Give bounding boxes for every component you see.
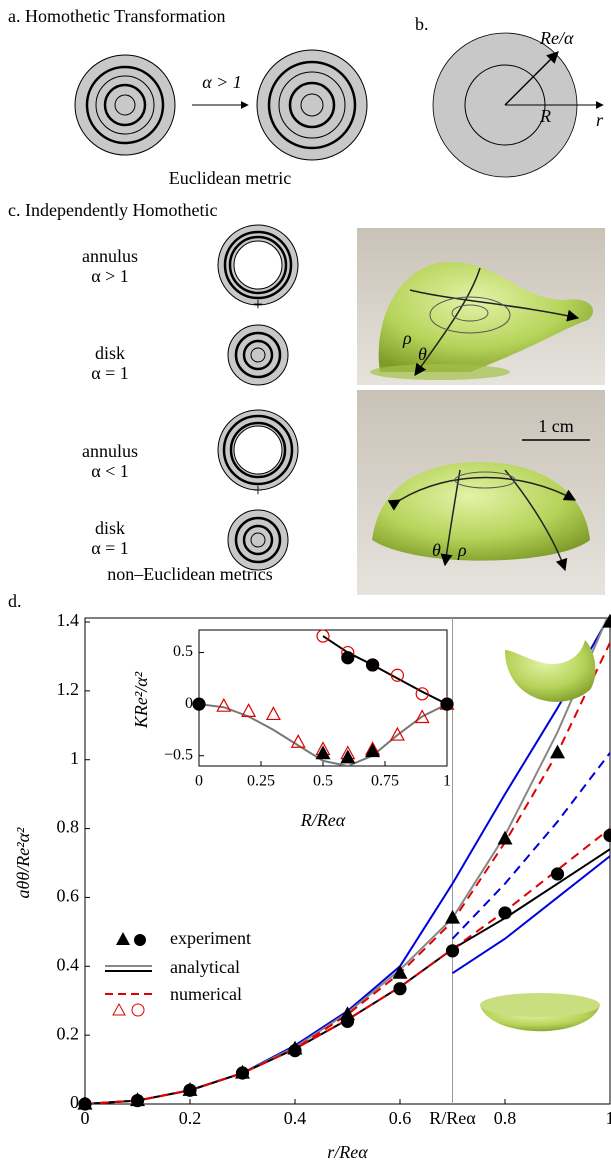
y-tick-label: 0 — [70, 1092, 79, 1112]
disk-icon — [228, 325, 288, 385]
disk-icon — [228, 510, 288, 570]
x-tick-label: 0.5 — [313, 773, 333, 790]
x-tick-label: 0.6 — [389, 1108, 412, 1128]
plus: + — [253, 294, 263, 314]
marker — [447, 945, 459, 957]
marker — [394, 983, 406, 995]
condition-label: α < 1 — [91, 461, 129, 481]
condition-label: α = 1 — [91, 538, 129, 558]
photo-label: θ — [418, 344, 427, 364]
y-tick-label: 0.2 — [57, 1023, 80, 1043]
x-tick-label: 0.75 — [371, 773, 399, 790]
shape-render — [480, 640, 600, 1031]
y-tick-label: 1.4 — [57, 610, 80, 630]
x-tick-label: 0 — [81, 1108, 90, 1128]
caption: Euclidean metric — [169, 168, 291, 188]
plus: + — [253, 480, 263, 500]
panel-a-title: a. Homothetic Transformation — [8, 6, 225, 26]
y-tick-label: 1.2 — [57, 679, 80, 699]
marker — [499, 907, 511, 919]
shape-label: disk — [95, 518, 125, 538]
x-tick-label: 0.2 — [179, 1108, 202, 1128]
shape-label: disk — [95, 343, 125, 363]
shape-label: annulus — [82, 246, 138, 266]
photo-label: ρ — [457, 540, 467, 560]
disk-large — [257, 50, 367, 160]
y-axis-label: aθθ/Re²α² — [13, 827, 33, 899]
marker — [604, 829, 611, 841]
outer-label: Re/α — [539, 28, 574, 48]
axis-label: r — [596, 110, 604, 130]
x-tick-label: 0.8 — [494, 1108, 517, 1128]
photo-top — [357, 228, 605, 385]
y-axis-label: KRe²/α² — [131, 671, 151, 729]
panel-b-title: b. — [415, 14, 429, 34]
y-tick-label: −0.5 — [164, 746, 193, 763]
inner-label: R — [539, 106, 551, 126]
panel-d-title: d. — [8, 591, 22, 611]
x-tick-label: R/Reα — [429, 1108, 476, 1128]
annulus-icon — [218, 410, 298, 490]
x-tick-label: 0.25 — [247, 773, 275, 790]
shape-label: annulus — [82, 441, 138, 461]
y-tick-label: 0.5 — [173, 643, 193, 660]
legend-label: analytical — [170, 957, 240, 977]
condition-label: α = 1 — [91, 363, 129, 383]
marker — [132, 1095, 144, 1107]
marker — [237, 1067, 249, 1079]
legend — [105, 932, 152, 1016]
metric-disk — [433, 33, 603, 177]
x-axis-label: r/Reα — [327, 1142, 368, 1162]
legend-label: numerical — [170, 984, 242, 1004]
marker — [342, 652, 354, 664]
disk-small — [75, 55, 175, 155]
figure: a. Homothetic Transformation α > 1 Eucli… — [0, 0, 611, 1176]
photo-label: ρ — [402, 328, 412, 348]
marker — [446, 911, 459, 923]
marker — [552, 868, 564, 880]
photo-label: θ — [432, 540, 441, 560]
y-tick-label: 0.6 — [57, 886, 80, 906]
series-line — [453, 753, 611, 939]
marker — [367, 659, 379, 671]
series-line — [85, 829, 610, 1104]
x-tick-label: 1 — [443, 773, 451, 790]
y-tick-label: 1 — [70, 748, 79, 768]
x-axis-label: R/Reα — [300, 810, 346, 830]
panel-c-title: c. Independently Homothetic — [8, 200, 217, 220]
marker — [184, 1084, 196, 1096]
scale-bar-label: 1 cm — [538, 416, 574, 436]
y-tick-label: 0.4 — [57, 954, 80, 974]
marker — [289, 1045, 301, 1057]
marker — [441, 698, 453, 710]
marker — [342, 1015, 354, 1027]
x-tick-label: 0.4 — [284, 1108, 307, 1128]
x-tick-label: 0 — [195, 773, 203, 790]
marker — [604, 615, 611, 627]
x-tick-label: 1 — [606, 1108, 611, 1128]
y-tick-label: 0.8 — [57, 817, 80, 837]
condition-label: α > 1 — [91, 266, 129, 286]
legend-label: experiment — [170, 928, 251, 948]
marker — [79, 1098, 91, 1110]
annulus-icon — [218, 225, 298, 305]
marker — [551, 746, 564, 758]
y-tick-label: 0 — [185, 695, 193, 712]
arrow-label: α > 1 — [202, 72, 242, 92]
marker — [193, 698, 205, 710]
series-line — [85, 849, 610, 1104]
